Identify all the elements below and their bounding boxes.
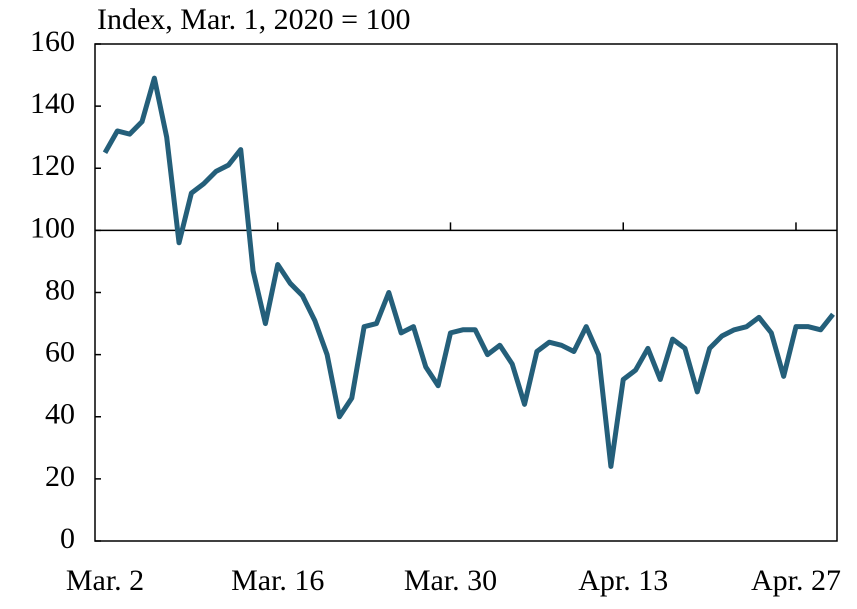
y-tick-label: 80 [45,273,75,306]
y-tick-label: 100 [30,211,75,244]
y-tick-label: 140 [30,87,75,120]
x-tick-label: Apr. 13 [578,564,668,597]
y-tick-label: 0 [60,522,75,555]
y-tick-label: 160 [30,25,75,58]
y-tick-label: 120 [30,149,75,182]
x-tick-label: Apr. 27 [751,564,841,597]
y-tick-label: 40 [45,398,75,431]
data-line [102,75,835,469]
y-tick-label: 60 [45,336,75,369]
x-tick-label: Mar. 30 [404,564,497,597]
chart-title: Index, Mar. 1, 2020 = 100 [97,3,411,36]
x-tick-label: Mar. 2 [66,564,144,597]
plot-frame [94,43,838,542]
y-tick-label: 20 [45,460,75,493]
x-tick-label: Mar. 16 [231,564,324,597]
